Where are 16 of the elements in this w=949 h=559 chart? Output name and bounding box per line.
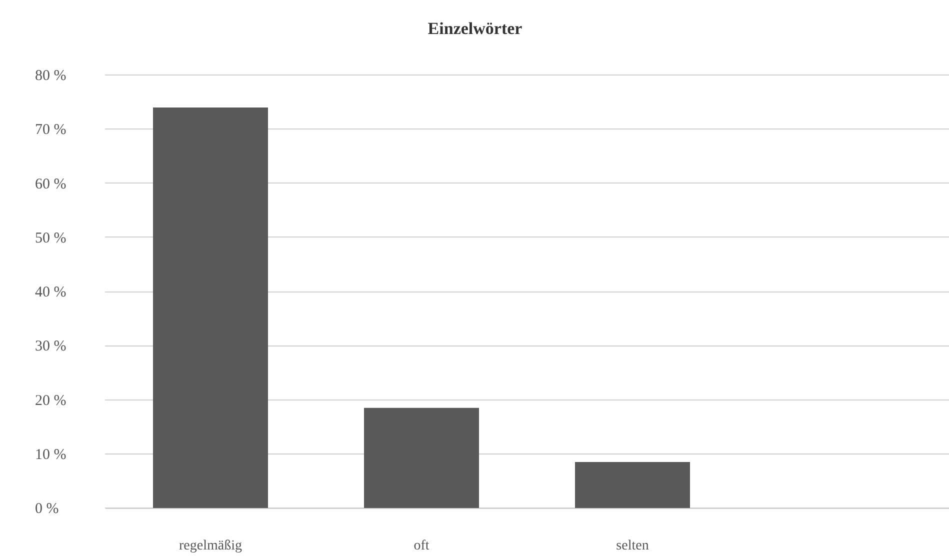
x-tick-label: regelmäßig — [179, 538, 242, 554]
y-tick-label: 10 % — [35, 446, 66, 463]
y-tick-label: 30 % — [35, 338, 66, 355]
y-tick-label: 70 % — [35, 122, 66, 138]
x-tick-label: selten — [616, 538, 649, 554]
bar — [575, 462, 690, 508]
bar — [364, 408, 479, 508]
y-tick-label: 80 % — [35, 68, 66, 84]
bar — [153, 107, 268, 508]
y-tick-label: 50 % — [35, 230, 66, 246]
chart-title: Einzelwörter — [428, 19, 523, 38]
y-tick-label: 20 % — [35, 392, 66, 409]
y-tick-label: 0 % — [35, 501, 59, 517]
x-tick-label: oft — [414, 538, 430, 554]
y-tick-label: 40 % — [35, 284, 66, 300]
y-tick-label: 60 % — [35, 176, 66, 192]
